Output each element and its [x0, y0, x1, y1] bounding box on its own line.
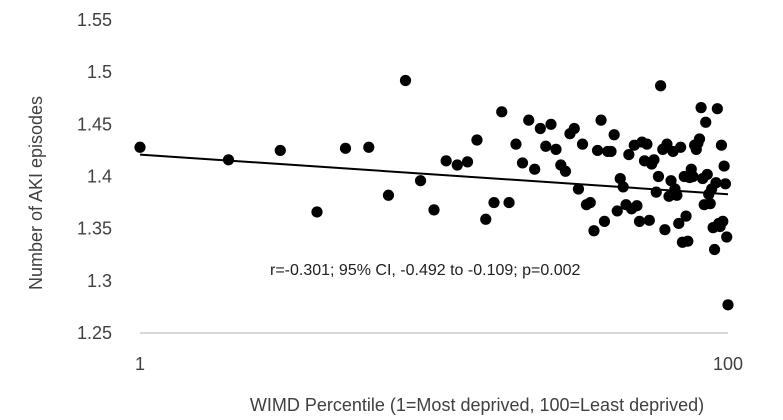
data-point	[659, 224, 671, 236]
data-point	[648, 154, 660, 166]
data-point	[665, 175, 677, 187]
data-point	[641, 138, 653, 150]
data-point	[701, 168, 713, 181]
x-axis-title: WIMD Percentile (1=Most deprived, 100=Le…	[250, 395, 704, 415]
data-point	[693, 133, 706, 145]
data-point	[471, 134, 483, 146]
data-point	[718, 160, 730, 172]
data-point	[545, 118, 557, 130]
data-point	[687, 170, 699, 183]
data-point	[710, 177, 722, 189]
data-point	[461, 156, 474, 168]
data-point	[496, 106, 508, 118]
data-point	[516, 157, 529, 169]
data-point	[695, 102, 707, 114]
data-point	[568, 122, 580, 135]
y-tick-label: 1.3	[87, 271, 112, 291]
data-point	[572, 183, 585, 195]
x-tick-label: 100	[713, 354, 743, 374]
y-tick-label: 1.55	[77, 10, 112, 30]
data-point	[595, 114, 607, 126]
x-tick-labels: 1 100	[135, 354, 743, 374]
data-point	[414, 175, 427, 187]
data-point	[311, 206, 323, 218]
data-point	[652, 170, 665, 183]
data-point	[704, 198, 716, 210]
data-point	[488, 196, 500, 209]
y-tick-label: 1.45	[77, 114, 112, 134]
data-point	[440, 155, 452, 167]
data-point	[576, 138, 589, 150]
data-point	[588, 225, 600, 237]
data-point	[708, 243, 721, 256]
data-point	[339, 142, 352, 154]
trendline	[139, 153, 729, 196]
data-point	[675, 141, 687, 153]
data-point	[428, 204, 440, 216]
data-point	[611, 205, 623, 217]
data-point	[584, 196, 596, 209]
y-tick-label: 1.4	[87, 167, 112, 187]
data-point	[680, 210, 692, 222]
data-point	[715, 139, 728, 151]
data-point	[523, 114, 535, 126]
data-point	[605, 145, 617, 158]
data-point	[655, 80, 667, 92]
data-point	[643, 214, 655, 226]
data-points	[134, 74, 734, 311]
data-point	[721, 231, 733, 243]
data-point	[363, 141, 375, 153]
data-point	[510, 138, 522, 150]
data-point	[550, 143, 562, 155]
data-point	[673, 217, 685, 230]
correlation-annotation: r=-0.301; 95% CI, -0.492 to -0.109; p=0.…	[270, 262, 581, 279]
data-point	[451, 159, 463, 171]
data-point	[591, 144, 604, 157]
data-point	[559, 165, 572, 177]
data-point	[671, 189, 683, 201]
data-point	[540, 140, 552, 152]
y-tick-label: 1.25	[77, 323, 112, 343]
data-point	[529, 163, 541, 175]
data-point	[631, 200, 643, 212]
y-tick-label: 1.5	[87, 62, 112, 82]
data-point	[534, 122, 546, 135]
data-point	[480, 213, 492, 225]
y-tick-label: 1.35	[77, 219, 112, 239]
x-tick-label: 1	[135, 354, 145, 374]
data-point	[598, 215, 611, 227]
data-point	[722, 299, 734, 311]
y-axis-title: Number of AKI episodes	[26, 96, 46, 290]
data-point	[608, 129, 620, 141]
y-tick-labels: 1.25 1.3 1.35 1.4 1.45 1.5 1.55	[77, 10, 112, 343]
data-point	[711, 103, 723, 115]
data-point	[719, 178, 732, 190]
data-point	[274, 144, 286, 157]
data-point	[623, 148, 635, 161]
data-point	[503, 196, 515, 209]
data-point	[633, 215, 646, 227]
data-point	[682, 235, 694, 247]
data-point	[382, 189, 395, 201]
data-point	[134, 141, 146, 153]
data-point	[700, 116, 712, 128]
data-point	[399, 74, 412, 87]
data-point	[717, 215, 729, 227]
